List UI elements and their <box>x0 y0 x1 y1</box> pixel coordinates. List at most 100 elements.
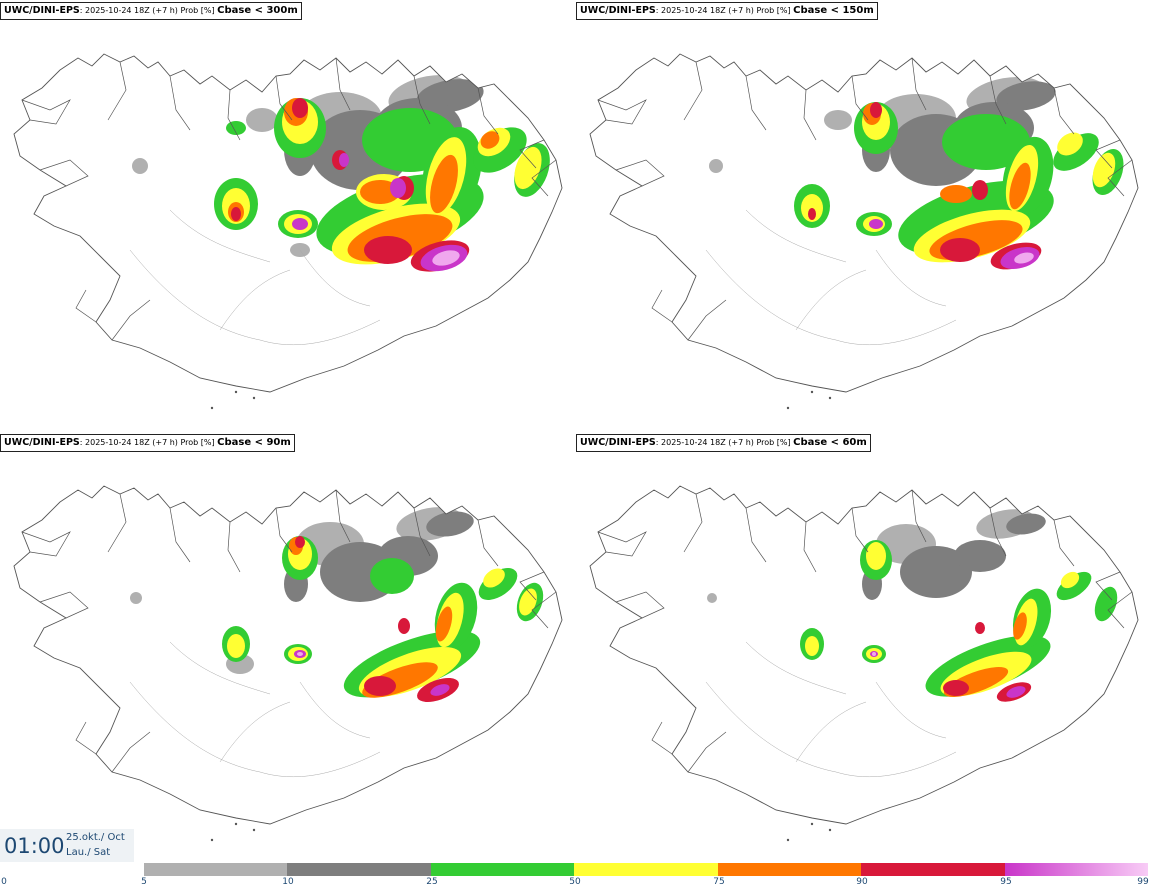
fjord-coastline <box>651 289 673 323</box>
colorbar-tick-label: 0 <box>1 877 7 887</box>
inland-boundary <box>795 269 867 331</box>
fjord-coastline <box>911 489 927 543</box>
probability-contour <box>426 511 474 537</box>
probability-contour <box>295 536 305 548</box>
variable-name: Cbase < 150m <box>793 5 874 16</box>
model-name: UWC/DINI-EPS <box>4 437 80 448</box>
probability-contour <box>292 218 308 230</box>
variable-name: Cbase < 60m <box>793 437 867 448</box>
probability-contour <box>866 542 886 570</box>
probability-contour <box>942 114 1030 170</box>
probability-contour <box>900 546 972 598</box>
probability-field <box>130 507 544 703</box>
inland-boundary <box>219 269 291 331</box>
probability-contour <box>480 131 500 149</box>
fjord-coastline <box>39 591 89 619</box>
colorbar-tick-label: 75 <box>713 877 725 887</box>
fjord-coastline <box>477 87 499 135</box>
colorbar-tick-label: 10 <box>282 877 294 887</box>
fjord-coastline <box>107 493 127 553</box>
fjord-coastline <box>75 721 97 755</box>
probability-contour <box>435 606 453 642</box>
probability-contour <box>398 618 410 634</box>
probability-contour <box>432 250 460 266</box>
probability-contour <box>870 102 882 118</box>
iceland-map <box>589 485 1139 842</box>
map-panel-cbase-60: UWC/DINI-EPS: 2025-10-24 18Z (+7 h) Prob… <box>576 432 1146 864</box>
probability-contour <box>1006 513 1046 535</box>
colorbar-segment <box>1004 863 1148 876</box>
probability-contour <box>1014 252 1034 264</box>
fjord-coastline <box>477 519 499 567</box>
island-dot <box>252 828 256 832</box>
fjord-coastline <box>911 57 927 111</box>
probability-contour <box>940 238 980 262</box>
probability-contour <box>390 178 406 198</box>
fjord-coastline <box>111 731 151 773</box>
inland-boundary <box>219 701 291 763</box>
fjord-coastline <box>651 721 673 755</box>
fjord-coastline <box>169 75 191 131</box>
colorbar-segment <box>144 863 288 876</box>
probability-contour <box>1009 162 1031 210</box>
fjord-coastline <box>335 57 351 111</box>
run-info: : 2025-10-24 18Z (+7 h) Prob [%] <box>655 6 791 15</box>
inland-boundary <box>745 641 847 695</box>
colorbar-ticks: 0 5 10 25 50 75 90 95 99 <box>0 877 1150 891</box>
probability-contour <box>1057 132 1083 156</box>
probability-contour <box>1060 571 1080 589</box>
probability-contour <box>430 154 458 214</box>
fjord-coastline <box>745 75 767 131</box>
probability-field <box>709 76 1124 270</box>
probability-contour <box>483 568 505 588</box>
fjord-coastline <box>531 591 557 629</box>
fjord-coastline <box>851 75 869 121</box>
map-panel-cbase-90: UWC/DINI-EPS: 2025-10-24 18Z (+7 h) Prob… <box>0 432 570 864</box>
model-name: UWC/DINI-EPS <box>4 5 80 16</box>
valid-time: 01:00 <box>4 834 65 858</box>
probability-contour <box>869 219 883 229</box>
fjord-coastline <box>687 299 727 341</box>
fjord-coastline <box>687 731 727 773</box>
colorbar-segment <box>717 863 862 876</box>
fjord-coastline <box>107 61 127 121</box>
fjord-coastline <box>39 159 89 187</box>
probability-contour <box>297 652 303 656</box>
iceland-coastline <box>13 485 563 825</box>
island-dot <box>210 406 214 410</box>
variable-name: Cbase < 300m <box>217 5 298 16</box>
fjord-coastline <box>519 571 545 601</box>
fjord-coastline <box>111 299 151 341</box>
fjord-coastline <box>519 139 545 169</box>
fjord-coastline <box>989 507 1007 557</box>
inland-boundary <box>299 681 371 739</box>
colorbar-segment <box>430 863 575 876</box>
fjord-coastline <box>1095 571 1121 601</box>
valid-weekday: Lau./ Sat <box>66 847 111 858</box>
iceland-coastline <box>13 53 563 393</box>
probability-contour <box>805 636 819 656</box>
probability-contour <box>1092 152 1116 188</box>
panel-title: UWC/DINI-EPS: 2025-10-24 18Z (+7 h) Prob… <box>0 434 295 452</box>
fjord-coastline <box>615 159 665 187</box>
iceland-coastline <box>589 53 1139 393</box>
probability-contour <box>972 180 988 200</box>
fjord-coastline <box>683 61 703 121</box>
island-dot <box>810 822 814 826</box>
inland-boundary <box>169 209 271 263</box>
colorbar-segment <box>861 863 1005 876</box>
fjord-coastline <box>1095 139 1121 169</box>
inland-boundary <box>705 249 957 345</box>
probability-contour <box>132 158 148 174</box>
fjord-coastline <box>1053 87 1075 135</box>
probability-field <box>132 74 550 272</box>
iceland-coastline <box>589 485 1139 825</box>
colorbar-segment <box>574 863 718 876</box>
colorbar-segment <box>287 863 431 876</box>
iceland-map <box>13 485 563 842</box>
inland-boundary <box>875 681 947 739</box>
model-name: UWC/DINI-EPS <box>580 437 656 448</box>
colorbar-tick-label: 5 <box>141 877 147 887</box>
probability-contour <box>519 588 537 616</box>
inland-boundary <box>795 701 867 763</box>
